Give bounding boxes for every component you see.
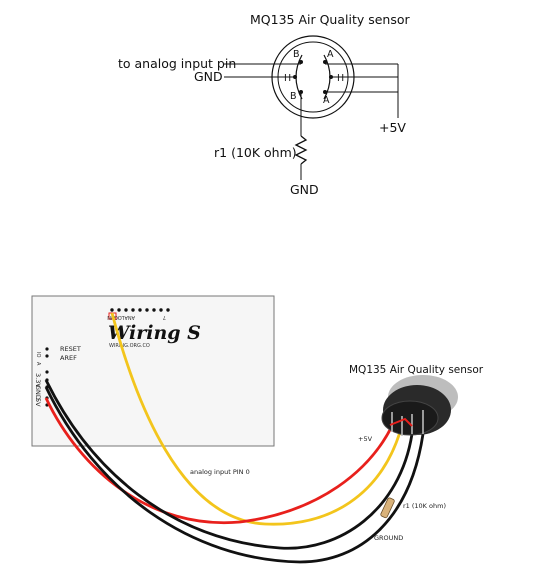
label-analog-pin: to analog input pin <box>118 56 236 71</box>
resistor-r1 <box>380 497 395 519</box>
label-plus5v-bb: +5V <box>358 435 373 443</box>
header-pin <box>131 308 135 312</box>
label-gnd-bottom: GND <box>290 182 319 197</box>
label-resistor-bb: r1 (10K ohm) <box>403 502 446 510</box>
red-wire-5v <box>44 397 394 525</box>
board-url: WIRING.ORG.CO <box>109 343 150 349</box>
analog-header: ANALOG IN 7 <box>107 308 170 320</box>
wiring-board <box>31 295 275 447</box>
pin-label-b: B <box>293 49 300 60</box>
breadboard-view: ANALOG IN 7 Wiring S WIRING.ORG.CO RESET… <box>31 295 484 564</box>
header-pin <box>110 308 114 312</box>
label-plus5v: +5V <box>379 120 406 135</box>
label-analog-input: analog input PIN 0 <box>190 468 250 476</box>
schematic: MQ135 Air Quality sensor B H B A H A to … <box>118 12 411 197</box>
yellow-wire-analog <box>110 312 402 526</box>
header-pin <box>166 308 170 312</box>
pin-label-a: A <box>327 49 334 60</box>
board-pin <box>45 370 49 374</box>
header-pin <box>138 308 142 312</box>
label-ground: GROUND <box>374 534 403 542</box>
label-3v3: 3.3V <box>34 373 42 388</box>
resistor-symbol <box>294 135 308 165</box>
header-pin <box>152 308 156 312</box>
pin-label-h: H <box>337 73 344 84</box>
schematic-title: MQ135 Air Quality sensor <box>250 12 411 27</box>
board-pin <box>45 347 49 351</box>
black-wire-gnd <box>44 379 414 550</box>
pin-label-b: B <box>290 91 297 102</box>
sensor-red-jumper <box>389 417 413 427</box>
pin-dot <box>323 60 327 64</box>
header-pin <box>145 308 149 312</box>
header-label: ANALOG IN <box>107 314 135 320</box>
mq135-sensor <box>381 375 458 436</box>
reset-label: RESET <box>60 345 81 353</box>
sensor-title: MQ135 Air Quality sensor <box>349 364 484 376</box>
label-gnd: GND <box>194 69 223 84</box>
header-num: 7 <box>163 314 166 320</box>
label-5v: 5V <box>34 398 42 407</box>
header-pin <box>124 308 128 312</box>
header-pin <box>159 308 163 312</box>
header-pin <box>117 308 121 312</box>
sensor-base <box>381 400 439 436</box>
a-label: A <box>35 362 41 366</box>
black-wire-ground <box>44 386 425 564</box>
pin-label-a: A <box>323 95 330 106</box>
pin-label-h: H <box>284 73 291 84</box>
board-logo: Wiring S <box>108 322 201 344</box>
label-gnd: GND <box>34 385 42 400</box>
pin-dot <box>299 60 303 64</box>
aref-label: AREF <box>60 354 77 362</box>
io-label: IO <box>35 352 41 357</box>
board-pin <box>45 354 49 358</box>
label-resistor: r1 (10K ohm) <box>214 145 297 160</box>
